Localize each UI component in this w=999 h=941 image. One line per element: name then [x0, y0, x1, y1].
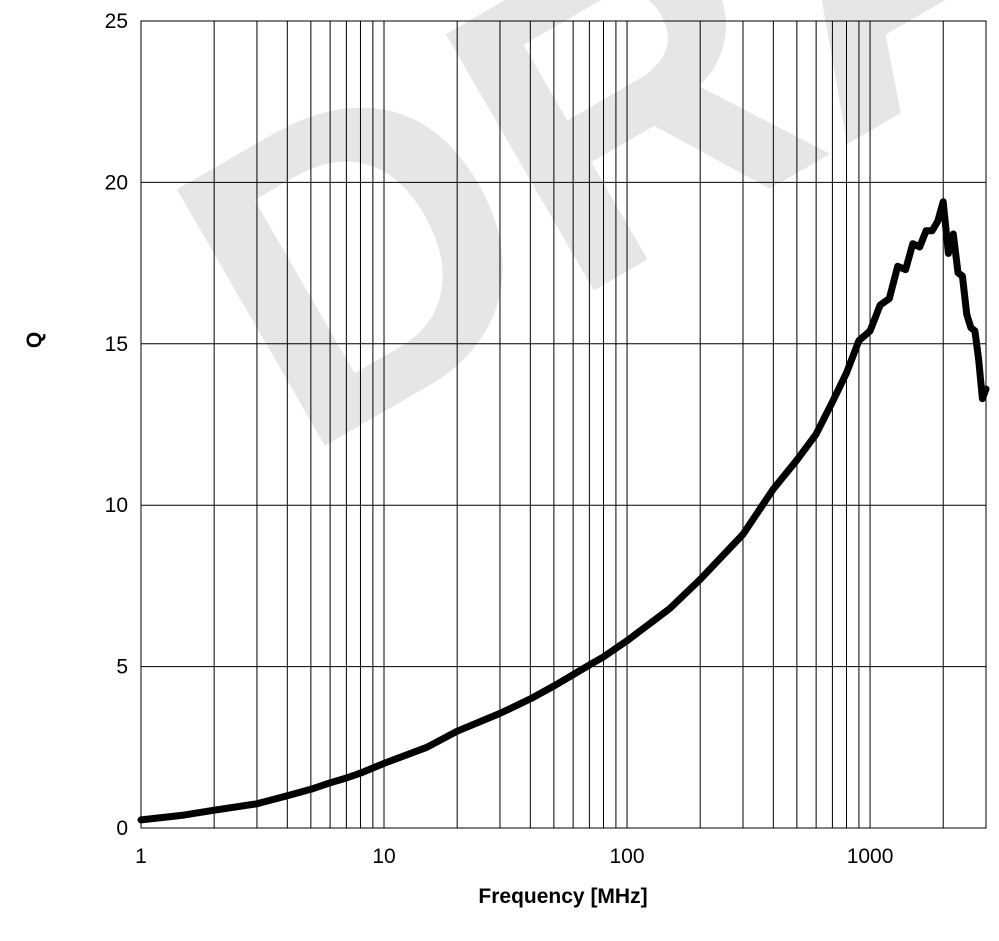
plot-area-border [140, 20, 987, 829]
y-tick-label: 20 [105, 171, 128, 194]
x-tick-label: 1000 [847, 845, 894, 868]
x-tick-label: 100 [610, 845, 645, 868]
grid-lines [140, 20, 987, 829]
y-axis-title: Q [23, 332, 46, 348]
watermark: DRAFT [106, 0, 999, 540]
x-tick-label: 1 [135, 845, 147, 868]
q-series-line [137, 198, 990, 824]
watermark-text: DRAFT [106, 0, 999, 540]
y-tick-label: 5 [116, 656, 128, 679]
y-axis-tick-labels: 0 5 10 15 20 25 [105, 10, 128, 840]
x-axis-tick-labels: 1 10 100 1000 [135, 845, 893, 868]
x-tick-label: 10 [372, 845, 395, 868]
x-axis-title: Frequency [MHz] [478, 885, 647, 908]
y-tick-label: 25 [105, 10, 128, 33]
y-tick-label: 0 [116, 817, 128, 840]
y-tick-label: 10 [105, 494, 128, 517]
y-tick-label: 15 [105, 333, 128, 356]
